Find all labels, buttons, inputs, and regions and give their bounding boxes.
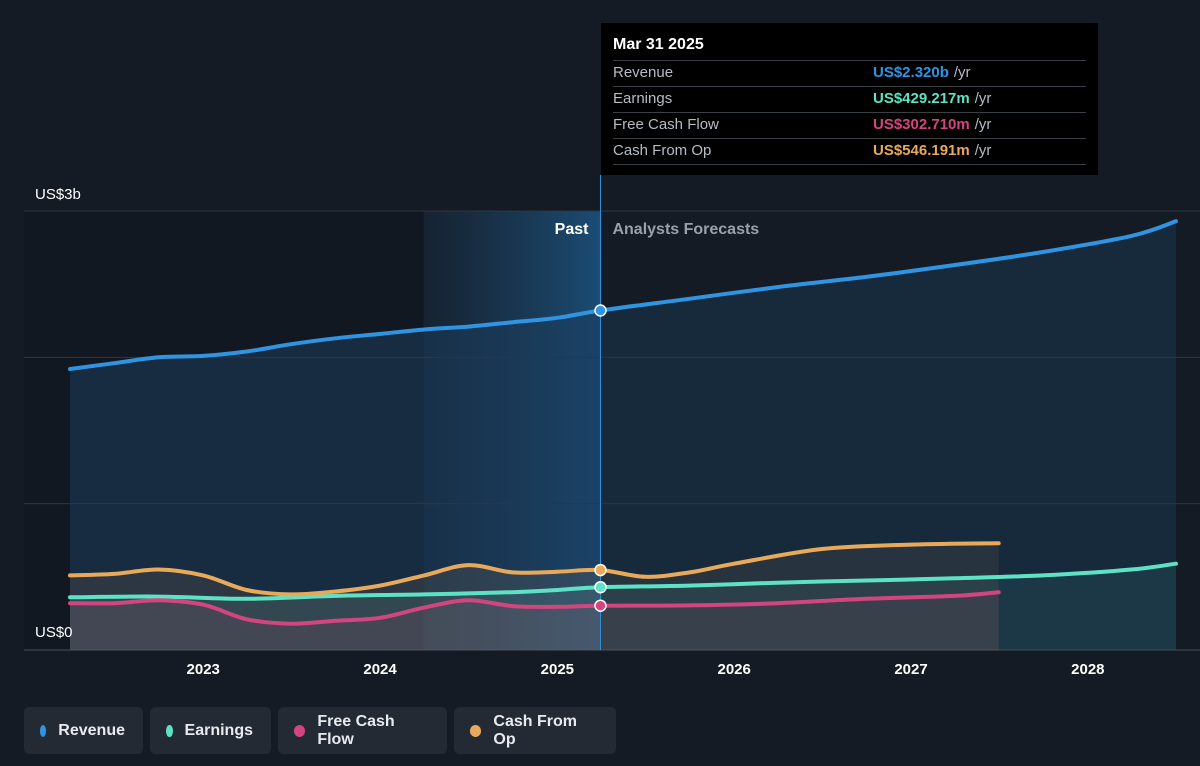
tooltip-unit: /yr: [974, 116, 992, 133]
tooltip-label: Cash From Op: [613, 142, 712, 159]
legend-label: Cash From Op: [493, 712, 577, 748]
tooltip-row-cash-from-op: Cash From Op US$546.191m /yr: [613, 138, 1086, 165]
area-revenue-forecast: [600, 221, 1176, 650]
legend-label: Earnings: [184, 721, 253, 739]
line-cash-from-op: [68, 541, 1001, 597]
x-tick-label: 2028: [1071, 661, 1104, 678]
x-tick-label: 2025: [541, 661, 574, 678]
tooltip-unit: /yr: [974, 142, 992, 159]
tooltip-row-earnings: Earnings US$429.217m /yr: [613, 86, 1086, 112]
legend-item-cash-from-op[interactable]: Cash From Op: [454, 707, 616, 754]
y-axis-bottom-label: US$0: [35, 624, 73, 641]
marker-free-cash-flow[interactable]: [594, 599, 607, 612]
data-tooltip: Mar 31 2025 Revenue US$2.320b /yr Earnin…: [601, 23, 1098, 175]
tooltip-label: Revenue: [613, 64, 674, 81]
tooltip-label: Earnings: [613, 90, 673, 107]
legend-item-earnings[interactable]: Earnings: [150, 707, 271, 754]
legend-dot-icon: [294, 724, 306, 737]
legend-dot-icon: [470, 724, 482, 737]
tooltip-row-free-cash-flow: Free Cash Flow US$302.710m /yr: [613, 112, 1086, 138]
x-tick-label: 2027: [894, 661, 927, 678]
tooltip-value: US$2.320b: [873, 64, 949, 81]
x-tick-label: 2026: [717, 661, 750, 678]
legend-label: Free Cash Flow: [317, 712, 395, 748]
x-tick-label: 2023: [187, 661, 220, 678]
line-revenue: [68, 219, 1178, 371]
marker-revenue[interactable]: [594, 304, 607, 317]
legend-dot-icon: [166, 724, 173, 737]
tooltip-date: Mar 31 2025: [613, 36, 704, 53]
tooltip-unit: /yr: [953, 64, 971, 81]
tooltip-value: US$546.191m: [873, 142, 970, 159]
x-tick-label: 2024: [363, 661, 397, 678]
area-free-cash-flow-past: [70, 600, 601, 650]
forecast-label: Analysts Forecasts: [612, 221, 759, 238]
tooltip-value: US$302.710m: [873, 116, 970, 133]
area-cash-from-op-past: [70, 565, 601, 650]
past-label: Past: [555, 221, 589, 238]
marker-earnings[interactable]: [594, 580, 607, 594]
marker-cash-from-op[interactable]: [594, 563, 607, 577]
area-cash-from-op-forecast: [600, 543, 999, 650]
tooltip-value: US$429.217m: [873, 90, 970, 107]
legend-item-revenue[interactable]: Revenue: [24, 707, 143, 754]
tooltip-row-revenue: Revenue US$2.320b /yr: [613, 60, 1086, 86]
legend-item-free-cash-flow[interactable]: Free Cash Flow: [278, 707, 447, 754]
tooltip-unit: /yr: [974, 90, 992, 107]
line-free-cash-flow: [68, 590, 1001, 626]
chart-legend: Revenue Earnings Free Cash Flow Cash Fro…: [24, 707, 616, 754]
y-axis-top-label: US$3b: [35, 186, 81, 203]
tooltip-label: Free Cash Flow: [613, 116, 719, 133]
legend-label: Revenue: [58, 721, 125, 739]
legend-dot-icon: [40, 724, 47, 737]
